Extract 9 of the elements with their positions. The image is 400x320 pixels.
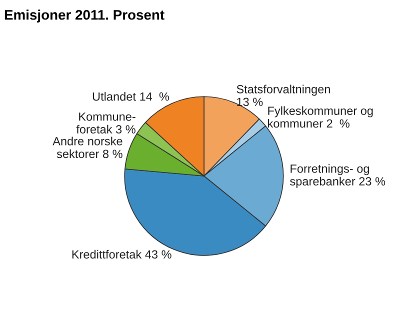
slice-label: Andre norske sektorer 8 % [52, 136, 122, 158]
slice-label: Forretnings- og sparebanker 23 % [290, 164, 386, 188]
data-label: 13 % [237, 98, 263, 106]
slice-label: Fylkeskommuner og kommuner 2 % [268, 106, 373, 128]
chart-title: Emisjoner 2011. Prosent [4, 10, 164, 23]
slice-label: Kommune- foretak 3 % [76, 112, 136, 134]
slice-label: Utlandet 14 % [92, 92, 170, 101]
slice-label: Statsforvaltningen [236, 84, 330, 96]
slice-label: Kredittforetak 43 % [72, 250, 172, 259]
